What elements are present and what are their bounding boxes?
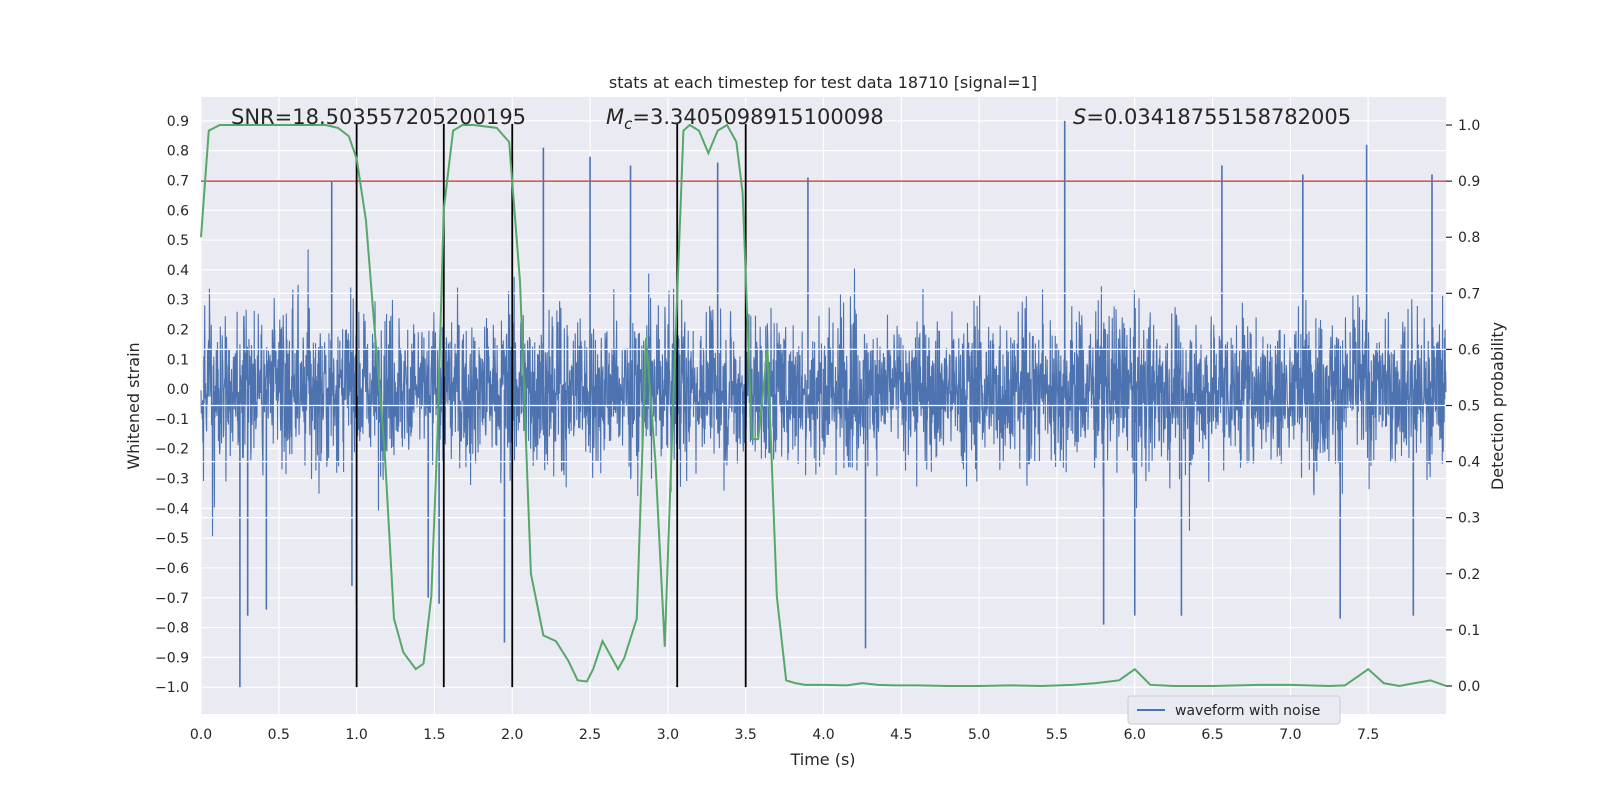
s-value: =0.03418755158782005 — [1086, 105, 1351, 129]
y2-axis-ticks: 1.0 0.9 0.8 0.7 0.6 0.5 0.4 0.3 0.2 0.1 0.0 — [1446, 118, 1480, 695]
detection-probability-line — [200, 123, 1447, 687]
y-tick-label-0: 0.9 — [167, 114, 189, 130]
y-tick-label-9: 0.0 — [167, 382, 189, 398]
y-tick-label-16: −0.7 — [155, 591, 189, 607]
x-tick-label-4: 2.0 — [501, 727, 523, 743]
y2-tick-label-8: 0.2 — [1458, 567, 1480, 583]
y-tick-label-12: −0.3 — [155, 472, 189, 488]
x-tick-label-13: 6.5 — [1201, 727, 1223, 743]
grid-overlay — [201, 292, 1446, 519]
y-tick-label-17: −0.8 — [155, 621, 189, 637]
chirp-mass-annotation: Mc=3.3405098915100098 — [606, 105, 884, 133]
x-tick-label-7: 3.5 — [735, 727, 757, 743]
y-tick-label-19: −1.0 — [155, 680, 189, 696]
x-tick-label-10: 5.0 — [968, 727, 990, 743]
y-tick-label-11: −0.2 — [155, 442, 189, 458]
x-tick-label-15: 7.5 — [1357, 727, 1379, 743]
y2-tick-label-5: 0.5 — [1458, 399, 1480, 415]
chirp-mass-symbol: M — [606, 105, 624, 129]
chirp-mass-subscript: c — [624, 115, 633, 133]
legend: waveform with noise — [1127, 695, 1341, 725]
y2-tick-label-7: 0.3 — [1458, 511, 1480, 527]
chirp-mass-value: =3.3405098915100098 — [632, 105, 883, 129]
vertical-markers — [355, 123, 747, 688]
y-tick-label-6: 0.3 — [167, 293, 189, 309]
legend-box — [1127, 695, 1341, 725]
y-tick-label-7: 0.2 — [167, 322, 189, 338]
x-tick-label-6: 3.0 — [657, 727, 679, 743]
y-tick-label-8: 0.1 — [167, 352, 189, 368]
y2-tick-label-9: 0.1 — [1458, 623, 1480, 639]
snr-annotation: SNR=18.503557205200195 — [231, 105, 526, 129]
legend-label: waveform with noise — [1175, 703, 1320, 719]
waveform-series — [200, 120, 1447, 688]
y2-tick-label-0: 1.0 — [1458, 118, 1480, 134]
x-axis-ticks: 0.0 0.5 1.0 1.5 2.0 2.5 3.0 3.5 4.0 4.5 5.0 5.5 6.0 6… — [190, 727, 1379, 743]
y2-tick-label-10: 0.0 — [1458, 679, 1480, 695]
y-tick-label-10: −0.1 — [155, 412, 189, 428]
detection-probability-series — [200, 123, 1447, 687]
x-tick-label-9: 4.5 — [890, 727, 912, 743]
x-tick-label-8: 4.0 — [812, 727, 834, 743]
y2-tick-label-3: 0.7 — [1458, 286, 1480, 302]
x-tick-label-14: 7.0 — [1279, 727, 1301, 743]
y-tick-label-14: −0.5 — [155, 531, 189, 547]
y2-tick-label-1: 0.9 — [1458, 174, 1480, 190]
chart-title: stats at each timestep for test data 187… — [609, 73, 1037, 92]
y2-tick-label-4: 0.6 — [1458, 342, 1480, 358]
y-tick-label-5: 0.4 — [167, 263, 189, 279]
x-tick-label-5: 2.5 — [579, 727, 601, 743]
y-axis-ticks: 0.9 0.8 0.7 0.6 0.5 0.4 0.3 0.2 0.1 0.0 −0.1 −0.2 −0… — [155, 114, 189, 696]
y-tick-label-18: −0.9 — [155, 650, 189, 666]
x-tick-label-3: 1.5 — [423, 727, 445, 743]
x-tick-label-2: 1.0 — [345, 727, 367, 743]
s-symbol: S — [1073, 105, 1086, 129]
waveform-line — [200, 249, 1447, 537]
x-tick-label-1: 0.5 — [268, 727, 290, 743]
y-tick-label-13: −0.4 — [155, 501, 189, 517]
y-tick-label-4: 0.5 — [167, 233, 189, 249]
y-axis-label: Whitened strain — [124, 342, 143, 469]
y-tick-label-1: 0.8 — [167, 144, 189, 160]
y2-tick-label-2: 0.8 — [1458, 230, 1480, 246]
y-tick-label-15: −0.6 — [155, 561, 189, 577]
y2-axis-label: Detection probability — [1488, 322, 1507, 490]
y-tick-label-2: 0.7 — [167, 173, 189, 189]
y2-tick-label-6: 0.4 — [1458, 455, 1480, 471]
x-axis-label: Time (s) — [789, 750, 855, 769]
x-tick-label-12: 6.0 — [1124, 727, 1146, 743]
s-annotation: S=0.03418755158782005 — [1073, 105, 1351, 129]
y-tick-label-3: 0.6 — [167, 203, 189, 219]
x-tick-label-0: 0.0 — [190, 727, 212, 743]
x-tick-label-11: 5.5 — [1046, 727, 1068, 743]
